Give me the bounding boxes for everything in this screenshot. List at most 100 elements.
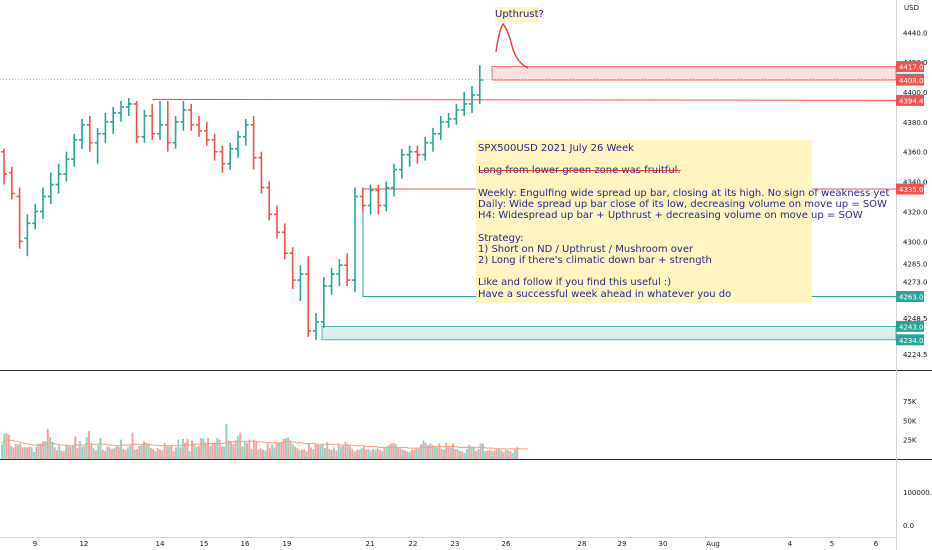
volume-bar bbox=[417, 448, 420, 459]
volume-bar bbox=[481, 443, 484, 459]
volume-ma-line bbox=[0, 439, 528, 450]
volume-bar bbox=[140, 444, 143, 459]
volume-bar bbox=[408, 452, 411, 459]
volume-bar bbox=[420, 444, 423, 459]
volume-bar bbox=[76, 448, 79, 459]
volume-bar bbox=[264, 450, 267, 459]
volume-bar bbox=[51, 441, 54, 459]
volume-bar bbox=[42, 441, 45, 459]
volume-bar bbox=[502, 452, 505, 459]
volume-bar bbox=[234, 440, 237, 459]
volume-tick-label: 50K bbox=[903, 417, 917, 425]
volume-bar bbox=[117, 446, 120, 459]
volume-bar bbox=[513, 448, 516, 459]
volume-bar bbox=[259, 448, 262, 459]
note-line-h4: H4: Widespread up bar + Upthrust + decre… bbox=[478, 210, 863, 222]
volume-bar bbox=[310, 447, 313, 459]
volume-bar bbox=[351, 448, 354, 459]
note-line-weekly: Weekly: Engulfing wide spread up bar, cl… bbox=[478, 187, 890, 199]
price-tick-label: 4248.5 bbox=[903, 315, 928, 323]
volume-bar bbox=[35, 446, 38, 459]
volume-bar bbox=[475, 451, 478, 459]
price-tick-label: 4273.0 bbox=[903, 279, 928, 287]
volume-bar bbox=[422, 440, 425, 459]
volume-bar bbox=[342, 445, 345, 459]
volume-bar bbox=[67, 445, 70, 459]
volume-bar bbox=[65, 445, 68, 459]
volume-bar bbox=[136, 448, 139, 459]
volume-bar bbox=[78, 441, 81, 459]
volume-bar bbox=[69, 446, 72, 459]
price-tick-label: 4285.0 bbox=[903, 261, 928, 269]
volume-bar bbox=[431, 445, 434, 459]
volume-bar bbox=[268, 448, 271, 459]
volume-bar bbox=[436, 447, 439, 459]
volume-bar bbox=[511, 452, 514, 459]
volume-bar bbox=[209, 445, 212, 459]
volume-bar bbox=[399, 448, 402, 459]
price-label-tag bbox=[896, 334, 924, 346]
volume-bar bbox=[392, 442, 395, 459]
time-tick-label: 28 bbox=[578, 540, 587, 548]
time-tick-label: 6 bbox=[874, 540, 879, 548]
volume-bar bbox=[330, 449, 333, 459]
currency-label: USD bbox=[904, 4, 919, 12]
volume-bar bbox=[394, 444, 397, 459]
volume-bar bbox=[397, 447, 400, 459]
volume-bar bbox=[44, 441, 47, 459]
price-label-tag bbox=[896, 183, 924, 195]
volume-bar bbox=[442, 449, 445, 459]
volume-bar bbox=[459, 451, 461, 459]
volume-bar bbox=[314, 443, 317, 459]
volume-bar bbox=[468, 445, 471, 459]
volume-bar bbox=[110, 448, 113, 459]
volume-bar bbox=[170, 445, 173, 459]
volume-bar bbox=[346, 444, 349, 459]
volume-bar bbox=[49, 437, 52, 459]
price-label-text: 4243.0 bbox=[899, 323, 924, 331]
volume-bar bbox=[172, 451, 175, 459]
volume-bar bbox=[168, 446, 171, 459]
volume-bar bbox=[369, 450, 372, 459]
volume-bar bbox=[239, 432, 242, 459]
volume-bar bbox=[85, 437, 88, 459]
volume-bar bbox=[218, 439, 221, 459]
volume-bar bbox=[404, 450, 407, 459]
volume-bar bbox=[390, 443, 393, 459]
price-label-text: 4263.0 bbox=[899, 294, 924, 302]
volume-bar bbox=[479, 443, 482, 459]
upthrust-callout[interactable]: Upthrust? bbox=[495, 7, 544, 22]
volume-bar bbox=[152, 448, 155, 459]
price-label-tag bbox=[896, 94, 924, 106]
volume-bar bbox=[241, 446, 244, 459]
time-tick-label: 23 bbox=[451, 540, 460, 548]
volume-bar bbox=[307, 442, 310, 459]
volume-bar bbox=[220, 446, 223, 459]
volume-bar bbox=[165, 446, 168, 459]
volume-bar bbox=[104, 451, 107, 459]
volume-bar bbox=[262, 449, 265, 459]
volume-bar bbox=[344, 441, 347, 459]
volume-bar bbox=[271, 444, 274, 459]
volume-bar bbox=[133, 449, 136, 459]
volume-bar bbox=[326, 441, 329, 459]
price-label-tag bbox=[896, 291, 924, 303]
volume-bar bbox=[349, 445, 352, 459]
volume-bar bbox=[232, 444, 235, 459]
volume-bar bbox=[312, 448, 315, 459]
volume-bar bbox=[445, 442, 448, 459]
volume-bar bbox=[177, 439, 180, 459]
price-tick-label: 4224.5 bbox=[903, 351, 928, 359]
volume-bar bbox=[252, 439, 255, 459]
note-line-blank bbox=[478, 177, 810, 188]
analysis-note[interactable]: SPX500USD 2021 July 26 Week Long from lo… bbox=[476, 140, 890, 303]
volume-bar bbox=[303, 448, 306, 459]
volume-bar bbox=[438, 443, 441, 459]
volume-bar bbox=[33, 452, 36, 459]
indicator-tick-label: 100000.0 bbox=[903, 489, 932, 497]
price-label-tag bbox=[896, 320, 924, 332]
lower-support-zone bbox=[321, 325, 897, 341]
volume-bar bbox=[236, 435, 239, 459]
note-line-strategy: Strategy: bbox=[478, 232, 524, 244]
